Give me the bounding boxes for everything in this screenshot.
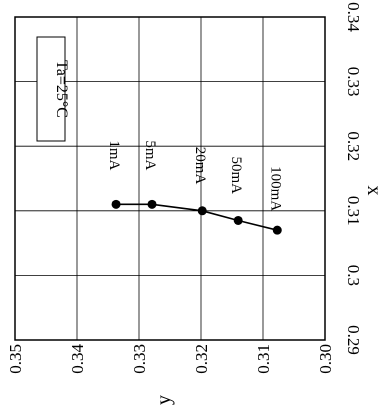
data-label: 1mA — [106, 140, 122, 170]
grid-lines — [15, 17, 325, 340]
series-line — [116, 203, 278, 231]
y-tick-label: 0.34 — [68, 344, 87, 374]
data-point — [147, 199, 157, 209]
data-label: 5mA — [142, 140, 158, 170]
y-tick-label: 0.31 — [254, 344, 273, 374]
data-point — [233, 215, 243, 225]
data-label: 100mA — [267, 166, 283, 211]
x-tick-label: 0.32 — [344, 131, 363, 161]
ambient-temperature-box: Ta=25°C — [36, 36, 70, 142]
x-tick-labels: 0.29 0.3 0.31 0.32 0.33 0.34 — [344, 2, 363, 355]
x-tick-label: 0.29 — [344, 325, 363, 355]
y-tick-labels: 0.35 0.34 0.33 0.32 0.31 0.30 — [6, 344, 335, 374]
y-tick-label: 0.33 — [130, 344, 149, 374]
x-tick-label: 0.3 — [344, 265, 363, 286]
x-tick-label: 0.33 — [344, 67, 363, 97]
plot-frame — [14, 16, 326, 341]
data-point — [197, 206, 207, 216]
data-label: 50mA — [228, 156, 244, 194]
ambient-temperature-label: Ta=25°C — [53, 60, 70, 118]
x-tick-label: 0.31 — [344, 196, 363, 226]
y-tick-label: 0.30 — [316, 344, 335, 374]
y-tick-label: 0.35 — [6, 344, 25, 374]
y-axis-label: y — [153, 395, 175, 405]
y-tick-label: 0.32 — [192, 344, 211, 374]
x-axis-label: x — [363, 186, 382, 196]
x-tick-label: 0.34 — [344, 2, 363, 32]
data-point — [111, 199, 121, 209]
data-point — [272, 225, 282, 235]
data-label: 20mA — [192, 147, 208, 185]
series-current: 1mA 5mA 20mA 50mA 100mA — [106, 140, 283, 235]
